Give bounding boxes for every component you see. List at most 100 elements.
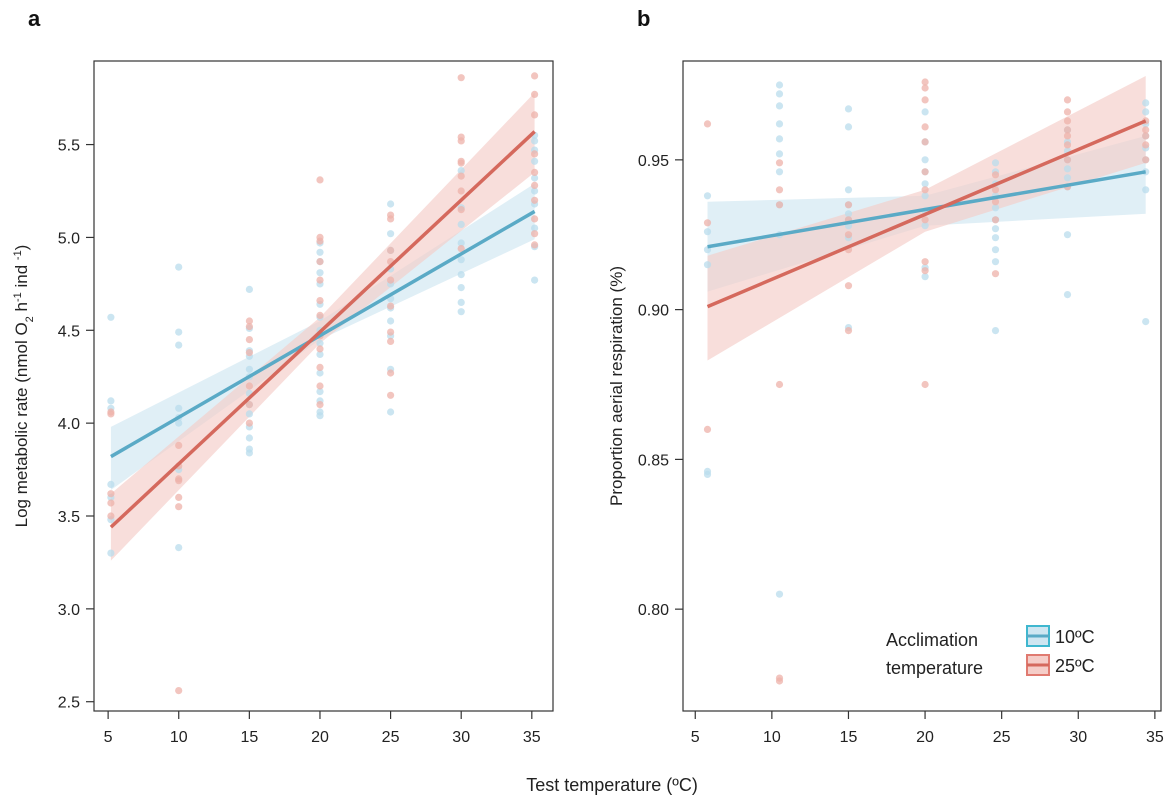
data-point-25c (921, 78, 929, 86)
data-point-10c (316, 369, 324, 377)
data-point-25c (991, 186, 1000, 194)
data-point-25c (991, 198, 1000, 206)
data-point-10c (844, 210, 853, 218)
data-point-25c (775, 674, 784, 682)
y-tick-label: 0.85 (638, 452, 669, 469)
data-point-25c (921, 168, 929, 176)
data-point-10c (457, 256, 465, 264)
data-point-25c (1063, 108, 1072, 116)
data-point-25c (316, 363, 324, 371)
data-point-10c (107, 549, 115, 557)
data-point-10c (921, 108, 929, 116)
data-point-25c (316, 401, 324, 409)
legend-entry-10c: 10ºC (1026, 625, 1095, 647)
y-tick-label: 5.0 (58, 230, 80, 247)
panel-a-fit-lines (109, 130, 536, 529)
panel-a-label: a (28, 6, 41, 31)
data-point-25c (921, 380, 929, 389)
data-point-25c (245, 317, 253, 325)
x-tick-label: 20 (311, 729, 329, 746)
y-tick-label: 3.0 (58, 602, 80, 619)
panel-b-label: b (637, 6, 650, 31)
data-point-10c (991, 234, 1000, 242)
y-tick-label: 2.5 (58, 695, 80, 712)
data-point-10c (107, 397, 115, 405)
data-point-25c (387, 391, 395, 399)
data-point-25c (316, 297, 324, 305)
data-point-25c (1063, 141, 1072, 149)
data-point-10c (775, 81, 784, 89)
data-point-25c (991, 171, 1000, 179)
fit-line-10c (110, 209, 536, 459)
data-point-10c (991, 258, 1000, 266)
legend-label-25c: 25ºC (1055, 656, 1095, 676)
data-point-10c (775, 150, 784, 158)
data-point-10c (703, 228, 712, 236)
data-point-10c (316, 269, 324, 277)
data-point-10c (844, 123, 853, 131)
data-point-25c (921, 216, 929, 224)
data-point-25c (531, 90, 539, 98)
data-point-10c (1142, 99, 1150, 107)
data-point-10c (316, 339, 324, 347)
data-point-25c (175, 687, 183, 695)
x-tick-label: 30 (452, 729, 470, 746)
data-point-25c (921, 267, 929, 275)
data-point-25c (921, 258, 929, 266)
data-point-10c (921, 180, 929, 188)
data-point-25c (1063, 96, 1072, 104)
y-tick-label: 0.95 (638, 153, 669, 170)
data-point-25c (457, 187, 465, 195)
data-point-25c (921, 138, 929, 146)
data-point-25c (703, 120, 712, 128)
data-point-10c (457, 220, 465, 228)
data-point-25c (457, 74, 465, 82)
data-point-10c (921, 156, 929, 164)
data-point-10c (991, 204, 1000, 212)
panel-b-fit-lines (706, 119, 1147, 309)
data-point-25c (245, 419, 253, 427)
data-point-25c (245, 336, 253, 344)
data-point-10c (175, 419, 183, 427)
data-point-25c (175, 493, 183, 501)
x-tick-label: 25 (993, 729, 1011, 746)
data-point-10c (531, 137, 539, 145)
data-point-25c (457, 133, 465, 141)
data-point-25c (387, 328, 395, 336)
data-point-25c (175, 503, 183, 511)
panel-a: a 5 10 15 20 25 30 35 2.5 3.0 3.5 4.0 4.5 5.0 5.5 Lo… (12, 6, 554, 746)
data-point-25c (387, 337, 395, 345)
legend-title-line2: temperature (886, 658, 983, 678)
data-point-25c (387, 369, 395, 377)
data-point-25c (1142, 141, 1150, 149)
data-point-10c (316, 248, 324, 256)
data-point-25c (316, 382, 324, 390)
data-point-25c (531, 111, 539, 119)
data-point-10c (991, 327, 1000, 335)
data-point-10c (1063, 231, 1072, 239)
fit-line-25c (706, 119, 1147, 309)
fit-line-25c (109, 130, 536, 529)
confidence-band-25c (110, 92, 535, 561)
data-point-25c (1142, 156, 1150, 164)
data-point-25c (775, 201, 784, 209)
data-point-10c (1063, 165, 1072, 173)
fit-line-10c (707, 170, 1146, 249)
panel-b-x-axis: 5 10 15 20 25 30 35 (691, 711, 1164, 746)
data-point-25c (245, 382, 253, 390)
data-point-25c (387, 276, 395, 284)
data-point-10c (1142, 318, 1150, 326)
data-point-25c (457, 206, 465, 214)
panel-a-confidence-bands (110, 92, 535, 561)
data-point-10c (457, 167, 465, 175)
data-point-25c (531, 181, 539, 189)
data-point-10c (531, 157, 539, 165)
data-point-25c (1142, 132, 1150, 140)
data-point-25c (991, 216, 1000, 224)
legend-title-line1: Acclimation (886, 630, 978, 650)
data-point-25c (245, 349, 253, 357)
data-point-10c (316, 388, 324, 396)
data-point-25c (175, 475, 183, 483)
data-point-25c (107, 490, 115, 498)
data-point-10c (387, 317, 395, 325)
